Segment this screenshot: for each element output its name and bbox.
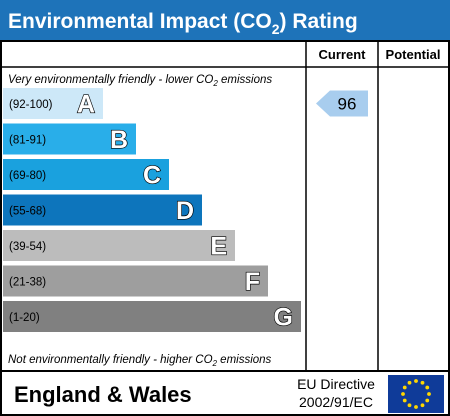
footer-directive-line-2: 2002/91/EC (299, 394, 373, 410)
band-b-range: (81-91) (9, 135, 46, 147)
band-c-range: (69-80) (9, 170, 46, 182)
eu-star-icon (420, 403, 425, 408)
band-d (3, 194, 202, 226)
band-d-range: (55-68) (9, 206, 46, 218)
eu-star-icon (407, 380, 412, 385)
eu-star-icon (427, 392, 431, 396)
band-e-range: (39-54) (9, 241, 46, 253)
footer-region: England & Wales (14, 382, 192, 407)
column-potential-label: Potential (386, 47, 441, 62)
band-f-range: (21-38) (9, 277, 46, 289)
band-a-letter: A (77, 91, 95, 119)
band-b-letter: B (110, 126, 128, 154)
chart-title: Environmental Impact (CO2) Rating (8, 10, 358, 37)
bottom-note: Not environmentally friendly - higher CO… (8, 354, 272, 368)
title-bar (0, 0, 450, 40)
eu-star-icon (402, 385, 407, 390)
band-a (3, 88, 103, 119)
chart-frame (0, 40, 450, 416)
current-rating-arrow (316, 90, 368, 117)
eu-star-icon (414, 405, 418, 409)
rating-bands: (92-100) A (81-91) B (69-80) C (55-68) D (39-54)… (3, 88, 301, 332)
eu-star-icon (425, 385, 430, 390)
band-e-letter: E (210, 233, 227, 261)
band-f (3, 265, 268, 297)
band-g (3, 301, 301, 332)
eu-star-icon (425, 398, 430, 403)
band-c-letter: C (143, 162, 161, 190)
band-f-letter: F (245, 268, 260, 296)
band-g-range: (1-20) (9, 312, 40, 324)
band-d-letter: D (176, 197, 194, 225)
band-a-range: (92-100) (9, 99, 53, 111)
top-note: Very environmentally friendly - lower CO… (8, 74, 272, 88)
column-current-label: Current (319, 47, 367, 62)
band-g-letter: G (274, 304, 293, 332)
eu-star-icon (402, 398, 407, 403)
band-b (3, 123, 136, 155)
band-e (3, 230, 235, 261)
eu-star-icon (407, 403, 412, 408)
eu-star-icon (420, 380, 425, 385)
current-rating-value: 96 (338, 95, 357, 114)
current-rating-marker: 96 (316, 90, 368, 117)
footer-directive-line-1: EU Directive (297, 376, 375, 392)
eu-star-icon (414, 379, 418, 383)
eu-star-icon (401, 392, 405, 396)
band-c (3, 159, 169, 190)
eu-flag-icon (388, 375, 444, 413)
